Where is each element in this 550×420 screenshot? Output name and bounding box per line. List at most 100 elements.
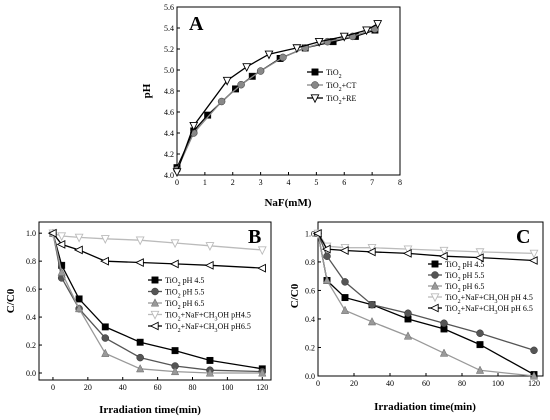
legend-entry: TiO2 pH 5.5 (148, 288, 204, 300)
panel-a-letter: A (189, 13, 204, 35)
y-tick-label: 0.0 (26, 369, 36, 378)
data-point (339, 246, 349, 255)
data-point (476, 341, 484, 349)
panel-a-chart: A NaF(mM) pH 0 1 2 3 4 5 6 7 8 4.0 4.2 4.4 4.6 4.8 5.0… (141, 3, 402, 209)
panel-b-letter: B (248, 226, 261, 248)
data-point (279, 53, 287, 62)
data-point (339, 32, 349, 42)
legend-marker (311, 81, 319, 89)
data-point (73, 245, 83, 255)
panel-b-xlabel: Irradiation time(min) (99, 404, 201, 416)
legend-marker (151, 276, 159, 284)
legend-marker (429, 303, 439, 313)
panel-c-series (312, 228, 539, 380)
legend-marker (311, 68, 319, 76)
y-tick-label: 4.8 (164, 87, 174, 96)
legend-entry: TiO2+NaF+CH3OH pH 4.5 (428, 293, 533, 305)
panel-c-letter: C (516, 226, 530, 248)
legend-entry: TiO2+NaF+CH3OH pH 6.5 (428, 303, 533, 316)
panel-b-ylabel: C/C0 (5, 288, 17, 313)
data-point (322, 275, 332, 284)
panel-a-ticks: 0 1 2 3 4 5 6 7 8 4.0 4.2 4.4 4.6 4.8 5.0 5.2 5.4 5.6 (164, 3, 402, 187)
data-point (258, 368, 267, 377)
legend-entry: TiO2+CT (307, 81, 356, 93)
legend-label: TiO2+NaF+CH3OH pH6.5 (165, 322, 251, 334)
legend-marker (310, 94, 320, 104)
series-line (52, 233, 263, 374)
data-point (205, 242, 215, 251)
data-point (75, 303, 84, 313)
data-point (205, 368, 215, 377)
data-point (204, 111, 212, 119)
data-point (366, 247, 376, 257)
data-point (170, 239, 180, 249)
legend-label: TiO2 pH 4.5 (165, 276, 204, 288)
y-tick-label: 4.4 (164, 129, 174, 138)
data-point (57, 267, 66, 276)
data-point (101, 323, 109, 331)
data-point (341, 294, 349, 302)
x-tick-label: 7 (370, 178, 374, 187)
series-3 (172, 20, 383, 178)
legend-entry: TiO2 pH 4.5 (148, 276, 204, 288)
legend-label: TiO2+CT (326, 81, 356, 93)
x-tick-label: 20 (350, 379, 358, 388)
panel-c-ylabel: C/C0 (289, 283, 301, 308)
panel-a-series (172, 20, 383, 178)
data-point (528, 256, 538, 265)
y-tick-label: 1.0 (305, 229, 315, 238)
data-point (323, 252, 331, 260)
series-line (176, 28, 376, 171)
series-line (317, 233, 535, 351)
series-line (317, 233, 535, 377)
x-tick-label: 100 (221, 383, 233, 392)
panel-c-xlabel: Irradiation time(min) (374, 401, 476, 413)
x-tick-label: 120 (256, 383, 268, 392)
legend-label: TiO2 pH 5.5 (445, 271, 484, 283)
y-tick-label: 0.2 (26, 341, 36, 350)
data-point (100, 235, 110, 244)
data-point (257, 246, 267, 256)
panel-c-chart: C Irradiation time(min) C/C0 0 20 40 60 80 10… (289, 221, 544, 413)
data-point (367, 244, 377, 253)
data-point (475, 248, 485, 258)
data-point (237, 80, 245, 89)
data-point (368, 300, 376, 309)
data-point (136, 353, 144, 362)
legend-label: TiO2+RE (326, 94, 356, 106)
legend-label: TiO2+NaF+CH3OH pH4.5 (165, 311, 251, 323)
x-tick-label: 120 (528, 379, 540, 388)
x-tick-label: 60 (154, 383, 162, 392)
y-tick-label: 0.6 (26, 285, 36, 294)
panel-c-ticks: 0 20 40 60 80 100 120 0.0 0.2 0.4 0.6 0.8 1.0 (305, 229, 540, 388)
x-tick-label: 80 (189, 383, 197, 392)
y-tick-label: 4.2 (164, 150, 174, 159)
data-point (171, 347, 179, 355)
data-point (256, 67, 265, 75)
data-point (530, 346, 538, 355)
data-point (475, 365, 485, 374)
data-point (74, 233, 84, 243)
legend-entry: TiO2+NaF+CH3OH pH6.5 (148, 321, 251, 334)
data-point (170, 366, 180, 376)
x-tick-label: 3 (259, 178, 263, 187)
data-point (402, 248, 412, 258)
legend-entry: TiO2 pH 4.5 (428, 260, 484, 272)
data-point (189, 121, 199, 131)
legend-label: TiO2 pH 5.5 (165, 288, 204, 300)
y-tick-label: 5.4 (164, 24, 174, 33)
series-line (52, 233, 263, 373)
data-point (312, 228, 322, 238)
data-point (292, 44, 302, 54)
x-tick-label: 6 (342, 178, 346, 187)
data-point (75, 295, 83, 303)
data-point (264, 50, 274, 60)
data-point (217, 97, 226, 106)
y-tick-label: 1.0 (26, 229, 36, 238)
panel-b-chart: B Irradiation time(min) C/C0 0 20 40 60 80 10… (5, 221, 272, 416)
x-tick-label: 0 (51, 383, 55, 392)
legend-label: TiO2 (326, 68, 342, 80)
